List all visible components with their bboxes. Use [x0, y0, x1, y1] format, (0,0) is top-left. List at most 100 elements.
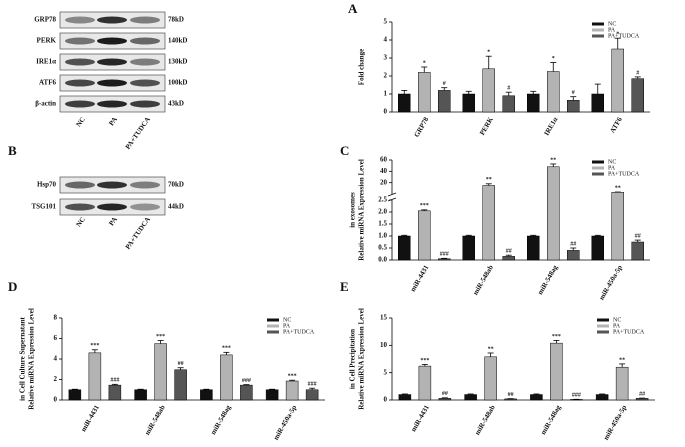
y-tick-label: 0 [54, 396, 58, 404]
y-tick-label: 6 [54, 334, 58, 342]
significance-label: ## [635, 233, 641, 239]
blot-size-label: 130kD [168, 58, 187, 66]
blot-band [65, 203, 95, 211]
legend-swatch [592, 160, 604, 164]
bar [635, 398, 649, 401]
blot-band [130, 16, 160, 24]
significance-label: *** [288, 374, 297, 380]
legend-swatch [592, 166, 604, 170]
blot-lane-label: NC [75, 215, 87, 228]
x-tick-label: miR-548ab [473, 404, 497, 437]
y-tick-label: 2.5 [378, 196, 387, 204]
significance-label: ** [615, 185, 621, 191]
blot-lane-label: PA+TUDCA [124, 115, 152, 150]
blot-size-label: 70kD [168, 181, 184, 189]
x-tick-label: ATF6 [608, 115, 624, 134]
significance-label: # [572, 90, 575, 96]
y-axis-label: in Cell Culture Supernatant [19, 316, 27, 400]
significance-label: ** [488, 346, 494, 352]
blot-band [97, 58, 127, 66]
significance-label: ### [440, 252, 449, 258]
bar [68, 389, 82, 401]
significance-label: *** [90, 343, 99, 349]
bar [502, 256, 515, 261]
x-tick-label: miR-450a-5p [602, 404, 628, 442]
bar [504, 398, 517, 401]
y-tick-label: 4 [384, 36, 388, 44]
blot-band [130, 203, 160, 211]
bar [305, 389, 319, 401]
legend-swatch [592, 28, 604, 32]
y-axis-label: in exosomes [349, 192, 357, 228]
bar [482, 68, 495, 113]
significance-label: *** [420, 358, 429, 364]
legend-label: PA+TUDCA [613, 329, 645, 335]
bar [398, 394, 412, 401]
blot-row-label: GRP78 [34, 16, 56, 24]
legend-label: PA+TUDCA [608, 33, 640, 39]
y-tick-label: 15 [380, 314, 388, 322]
blot-band [97, 100, 127, 108]
significance-label: ## [570, 241, 576, 247]
blot-band [65, 16, 95, 24]
legend-swatch [267, 330, 279, 334]
legend-swatch [267, 324, 279, 328]
blot-lane-label: PA [107, 215, 119, 227]
blot-row-label: TSG101 [31, 203, 56, 211]
blot-band [65, 79, 95, 87]
x-tick-label: miR-548ag [539, 403, 563, 436]
blot-band [130, 58, 160, 66]
y-tick-label: 0 [384, 396, 388, 404]
blot-size-label: 100kD [168, 79, 187, 87]
y-tick-label: 8 [54, 314, 58, 322]
significance-label: ## [639, 391, 645, 397]
blot-size-label: 44kD [168, 203, 184, 211]
panel-label: A [348, 1, 358, 16]
bar [550, 342, 563, 401]
legend-label: PA [608, 165, 616, 171]
significance-label: ## [178, 361, 184, 367]
bar [484, 356, 497, 401]
panel-label: D [8, 279, 17, 294]
y-tick-label: 3 [384, 54, 388, 62]
blot-band [65, 37, 95, 45]
blot-row-label: Hsp70 [37, 181, 57, 189]
bar [611, 48, 624, 113]
x-tick-label: miR-4431 [409, 263, 431, 293]
y-tick-label: 4 [54, 355, 58, 363]
legend-swatch [592, 34, 604, 38]
significance-label: ### [308, 382, 317, 388]
blot-band [130, 37, 160, 45]
y-tick-label: 2 [54, 375, 58, 383]
bar [591, 93, 604, 113]
bar [502, 95, 515, 113]
y-tick-label: 0.5 [378, 244, 387, 252]
blot-band [130, 79, 160, 87]
blot-band [97, 203, 127, 211]
significance-label: # [507, 86, 510, 92]
bar [220, 354, 233, 401]
y-axis-label: in Cell Precipitation [349, 329, 357, 389]
legend-label: NC [608, 21, 616, 27]
legend-label: NC [283, 317, 291, 323]
legend-swatch [597, 318, 609, 322]
x-tick-label: miR-450a-5p [272, 404, 298, 442]
bar [108, 384, 122, 401]
x-tick-label: PERK [478, 115, 495, 136]
y-axis-label: Relative miRNA Expression Level [28, 308, 36, 410]
panel-label: C [340, 143, 349, 158]
significance-label: ### [572, 393, 581, 399]
blot-size-label: 78kD [168, 16, 184, 24]
x-tick-label: IRE1α [543, 116, 560, 137]
bar [174, 369, 187, 401]
significance-label: *** [552, 334, 561, 340]
y-tick-label: 0 [384, 108, 388, 116]
bar [567, 250, 580, 261]
blot-band [65, 181, 95, 189]
significance-label: * [423, 60, 426, 66]
blot-row-label: ATF6 [39, 79, 56, 87]
bar [595, 394, 609, 401]
significance-label: ## [508, 392, 514, 398]
x-tick-label: miR-548ab [471, 264, 495, 297]
blot-row-label: β-actin [35, 100, 56, 108]
